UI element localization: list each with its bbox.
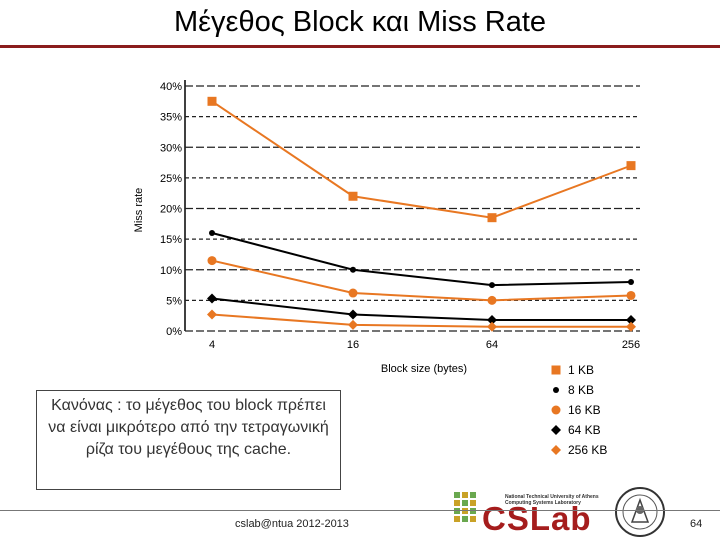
y-tick-label: 35%: [160, 112, 182, 124]
logo-subtitle-1: National Technical University of Athens: [505, 494, 599, 500]
data-point-64-kb: [487, 314, 497, 325]
y-tick-label: 10%: [160, 265, 182, 277]
data-point-64-kb: [626, 314, 636, 325]
legend-label-1-kb: 1 KB: [568, 363, 594, 377]
footer-divider: [0, 510, 720, 511]
data-point-8-kb: [209, 230, 215, 236]
rule-textbox: Κανόνας : το μέγεθος του block πρέπει να…: [36, 390, 341, 490]
series-line-8-kb: [211, 232, 632, 287]
data-point-64-kb: [207, 293, 217, 304]
data-point-1-kb: [626, 161, 636, 171]
y-tick-label: 0%: [166, 326, 182, 338]
data-point-256-kb: [487, 321, 497, 332]
series-line-16-kb: [211, 259, 632, 302]
legend-label-16-kb: 16 KB: [568, 403, 601, 417]
y-tick-label: 15%: [160, 234, 182, 246]
university-seal-icon: [615, 487, 665, 537]
data-point-1-kb: [207, 96, 217, 106]
legend-marker-1-kb: [551, 365, 561, 375]
series-line-1-kb: [211, 100, 632, 219]
data-point-8-kb: [489, 282, 495, 289]
data-point-16-kb: [207, 256, 217, 266]
legend-label-256-kb: 256 KB: [568, 443, 607, 457]
x-tick-label: 4: [209, 339, 215, 351]
page-number: 64: [690, 518, 703, 530]
data-point-8-kb: [350, 266, 356, 273]
data-point-64-kb: [348, 309, 358, 320]
y-axis-label: Miss rate: [133, 188, 145, 233]
series-line-256-kb: [211, 313, 631, 328]
y-tick-label: 25%: [160, 173, 182, 185]
data-point-1-kb: [487, 213, 497, 223]
logo-text: CSLab: [482, 500, 592, 537]
data-point-256-kb: [626, 321, 636, 332]
legend-marker-8-kb: [553, 387, 559, 393]
logo-grid-icon: [454, 492, 476, 522]
legend-marker-16-kb: [551, 405, 561, 415]
data-point-1-kb: [348, 191, 358, 201]
legend-label-64-kb: 64 KB: [568, 423, 601, 437]
data-point-256-kb: [207, 309, 217, 320]
legend-label-8-kb: 8 KB: [568, 383, 594, 397]
x-tick-label: 64: [486, 339, 498, 351]
title-underline: [0, 45, 720, 48]
data-point-256-kb: [348, 319, 358, 330]
x-tick-label: 16: [347, 339, 359, 351]
data-point-16-kb: [626, 290, 636, 300]
data-point-16-kb: [348, 288, 358, 298]
x-axis-label: Block size (bytes): [381, 363, 467, 375]
logo-subtitle-2: Computing Systems Laboratory: [505, 500, 581, 506]
series-line-64-kb: [211, 297, 631, 321]
data-point-16-kb: [487, 295, 497, 305]
x-tick-label: 256: [622, 339, 640, 351]
legend-marker-256-kb: [551, 445, 561, 455]
page-title: Μέγεθος Block και Miss Rate: [173, 6, 547, 38]
y-tick-label: 30%: [160, 142, 182, 154]
footer-text: cslab@ntua 2012-2013: [235, 518, 349, 530]
data-point-8-kb: [628, 279, 634, 285]
legend-marker-64-kb: [551, 425, 561, 435]
cslab-logo: [448, 484, 668, 540]
y-tick-label: 20%: [160, 204, 182, 216]
y-tick-label: 40%: [160, 81, 182, 93]
y-tick-label: 5%: [166, 295, 182, 307]
